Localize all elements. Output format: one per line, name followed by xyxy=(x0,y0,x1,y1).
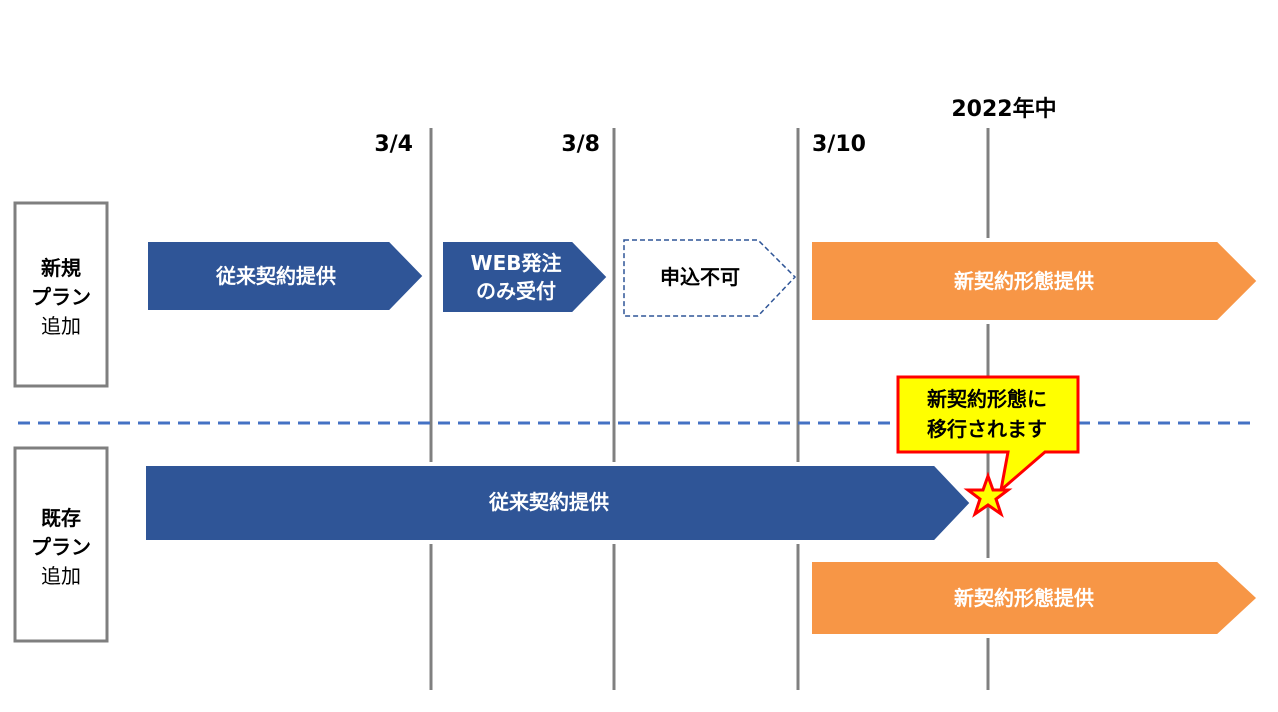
migration-callout: 新契約形態に 移行されます xyxy=(896,375,1080,494)
date-label-3-8: 3/8 xyxy=(561,132,600,157)
phase-label-new-web-1: WEB発注 xyxy=(471,251,562,275)
phase-label-new-legacy: 従来契約提供 xyxy=(215,264,336,288)
row-label-existing-1: 既存 xyxy=(41,506,81,530)
date-label-3-4: 3/4 xyxy=(374,132,413,157)
phase-arrow-new-unavailable xyxy=(623,239,797,317)
row-label-new-2: プラン xyxy=(31,285,91,309)
row-label-box-new xyxy=(13,201,109,388)
date-label-2022: 2022年中 xyxy=(951,96,1056,122)
phase-arrow-existing-legacy xyxy=(142,462,975,544)
callout-line-1: 新契約形態に xyxy=(927,387,1047,411)
star-icon xyxy=(963,471,1013,518)
row-label-new-3: 追加 xyxy=(41,314,81,338)
row-label-box-existing xyxy=(13,446,109,643)
phase-arrow-existing-contract xyxy=(808,558,1262,638)
phase-label-new-web-2: のみ受付 xyxy=(476,279,556,303)
date-label-3-10: 3/10 xyxy=(812,132,866,157)
phase-label-new-contract: 新契約形態提供 xyxy=(954,269,1094,293)
phase-arrow-new-web xyxy=(439,238,612,316)
phase-arrow-new-contract xyxy=(808,238,1262,324)
phase-label-existing-legacy: 従来契約提供 xyxy=(488,490,609,514)
phase-arrow-new-legacy xyxy=(144,238,428,314)
row-label-new-1: 新規 xyxy=(41,256,81,280)
phase-label-existing-contract: 新契約形態提供 xyxy=(954,586,1094,610)
phase-label-new-unavailable: 申込不可 xyxy=(660,265,740,289)
row-label-existing-3: 追加 xyxy=(41,564,81,588)
callout-line-2: 移行されます xyxy=(927,417,1047,441)
row-label-existing-2: プラン xyxy=(31,535,91,559)
